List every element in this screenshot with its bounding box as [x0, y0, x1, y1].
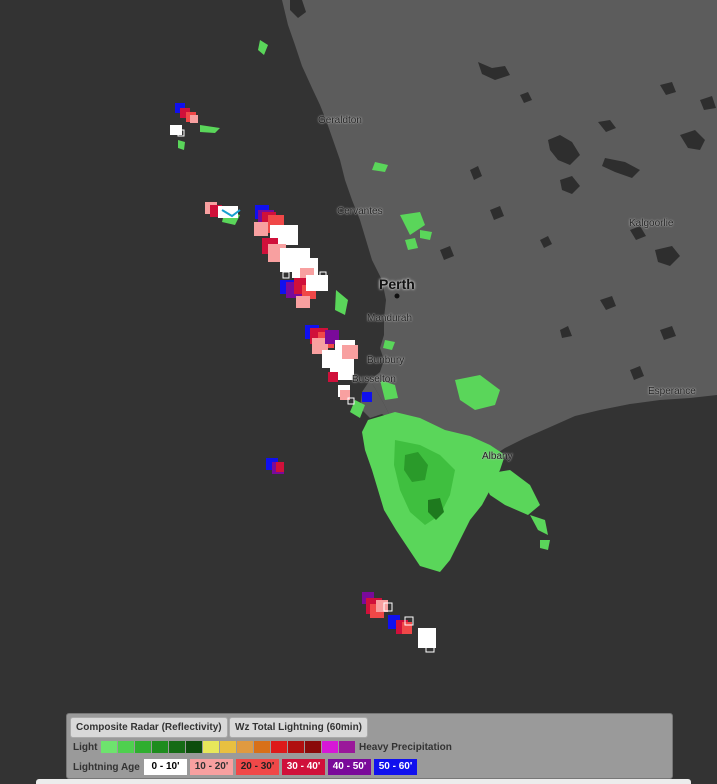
radar-heavy-label: Heavy Precipitation	[359, 742, 452, 753]
lakes	[290, 0, 716, 380]
bottom-panel-edge	[36, 779, 691, 784]
radar-swatch	[186, 741, 202, 753]
layer-button-composite-radar[interactable]: Composite Radar (Reflectivity)	[70, 717, 228, 738]
radar-swatch	[203, 741, 219, 753]
radar-swatch	[339, 741, 355, 753]
radar-swatch	[152, 741, 168, 753]
city-label-bunbury: Bunbury	[367, 355, 405, 366]
perth-marker	[394, 293, 400, 299]
layer-button-total-lightning[interactable]: Wz Total Lightning (60min)	[229, 717, 369, 738]
city-label-busselton: Busselton	[352, 374, 396, 385]
radar-light-label: Light	[73, 742, 98, 753]
city-label-cervantes: Cervantes	[337, 206, 383, 217]
radar-swatch	[220, 741, 236, 753]
radar-swatch	[305, 741, 321, 753]
radar-swatch	[135, 741, 151, 753]
lightning-age-swatch: 50 - 60'	[374, 759, 417, 775]
map-legend: Composite Radar (Reflectivity) Wz Total …	[66, 713, 673, 779]
radar-swatch	[288, 741, 304, 753]
city-label-albany: Albany	[482, 451, 513, 462]
lightning-strikes	[170, 103, 436, 653]
radar-swatch	[322, 741, 338, 753]
city-label-esperance: Esperance	[648, 386, 696, 397]
radar-swatch	[271, 741, 287, 753]
lightning-age-swatch: 40 - 50'	[328, 759, 371, 775]
radar-swatch	[101, 741, 117, 753]
lightning-age-swatch: 30 - 40'	[282, 759, 325, 775]
radar-precipitation	[178, 40, 550, 572]
lightning-age-swatch: 20 - 30'	[236, 759, 279, 775]
radar-swatch	[254, 741, 270, 753]
city-label-mandurah: Mandurah	[367, 313, 413, 324]
radar-swatch	[169, 741, 185, 753]
city-label-perth[interactable]: Perth	[379, 276, 415, 292]
lightning-age-swatch: 10 - 20'	[190, 759, 233, 775]
lightning-age-swatch: 0 - 10'	[144, 759, 187, 775]
lightning-age-label: Lightning Age	[73, 762, 140, 773]
radar-swatch	[118, 741, 134, 753]
radar-swatch	[237, 741, 253, 753]
land-southwest	[360, 380, 392, 420]
city-label-kalgoorlie: Kalgoorlie	[629, 218, 674, 229]
city-label-geraldton: Geraldton	[318, 115, 362, 126]
